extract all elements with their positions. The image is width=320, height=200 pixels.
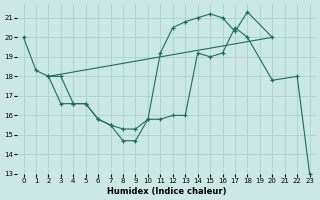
X-axis label: Humidex (Indice chaleur): Humidex (Indice chaleur) — [107, 187, 226, 196]
